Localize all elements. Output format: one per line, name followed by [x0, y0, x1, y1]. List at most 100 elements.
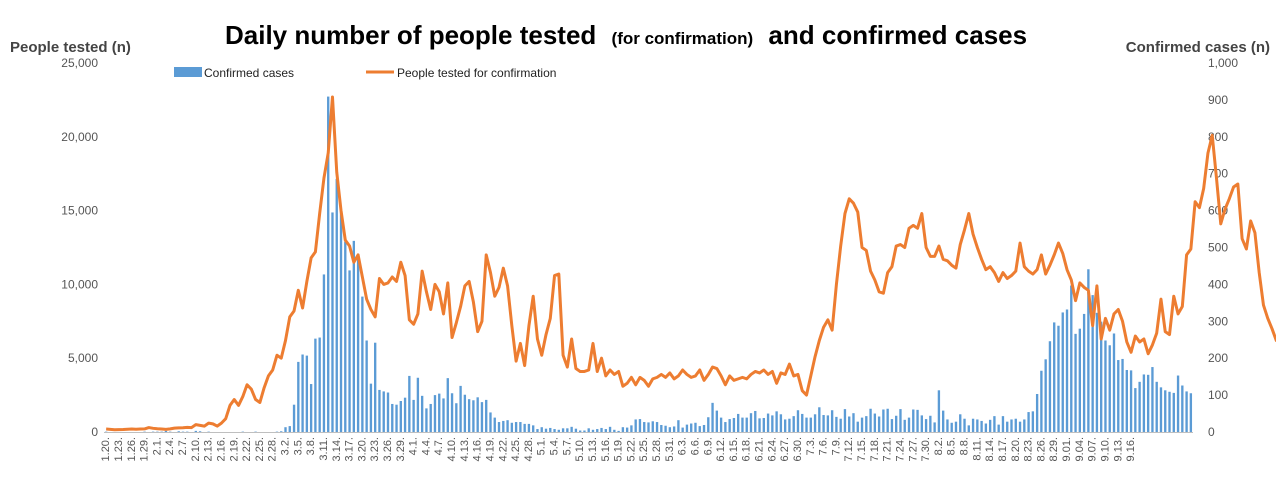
confirmed-cases-bar	[1172, 392, 1175, 432]
confirmed-cases-bar	[1112, 333, 1116, 432]
confirmed-cases-bar	[284, 427, 287, 432]
x-axis-tick-label: 1.20.	[100, 437, 112, 461]
confirmed-cases-bar	[532, 425, 535, 432]
confirmed-cases-bar	[848, 416, 851, 432]
confirmed-cases-bar	[574, 428, 578, 432]
confirmed-cases-bar	[382, 391, 385, 432]
confirmed-cases-bar	[976, 419, 979, 432]
x-axis-tick-label: 6.27.	[779, 437, 791, 461]
confirmed-cases-bar	[660, 424, 663, 432]
x-axis-tick-label: 3.5.	[292, 437, 304, 455]
confirmed-cases-bar	[553, 429, 556, 432]
confirmed-cases-bar	[980, 420, 983, 432]
confirmed-cases-bar	[771, 415, 774, 432]
confirmed-cases-bar	[280, 431, 283, 432]
chart-title-main: Daily number of people tested	[225, 20, 596, 50]
confirmed-cases-bar	[536, 429, 539, 432]
x-axis-tick-label: 8.29.	[1048, 437, 1060, 461]
x-axis-tick-label: 2.25.	[254, 437, 266, 461]
confirmed-cases-bar	[732, 417, 736, 432]
confirmed-cases-bar	[929, 415, 932, 432]
x-axis-tick-label: 5.1.	[536, 437, 548, 455]
confirmed-cases-bar	[352, 240, 355, 432]
confirmed-cases-bar	[647, 422, 650, 432]
confirmed-cases-bar	[937, 390, 941, 432]
confirmed-cases-bar	[301, 354, 304, 432]
x-axis-tick-label: 8.2.	[933, 437, 945, 455]
x-axis-tick-label: 9.10.	[1099, 437, 1111, 461]
confirmed-cases-bar	[459, 385, 462, 433]
confirmed-cases-bar	[1018, 421, 1022, 432]
confirmed-cases-bar	[1146, 374, 1150, 432]
confirmed-cases-bar	[446, 378, 449, 432]
confirmed-cases-bar	[737, 413, 740, 432]
confirmed-cases-bar	[899, 409, 902, 432]
confirmed-cases-bar	[912, 409, 915, 432]
confirmed-cases-bar	[1014, 418, 1017, 432]
confirmed-cases-bar	[634, 419, 637, 432]
confirmed-cases-bar	[1121, 358, 1124, 432]
confirmed-cases-bar	[796, 410, 800, 432]
confirmed-cases-bar	[425, 408, 428, 432]
confirmed-cases-bar	[895, 415, 898, 432]
confirmed-cases-bar	[1061, 312, 1064, 432]
confirmed-cases-bar	[959, 414, 962, 432]
x-axis-tick-label: 1.23.	[113, 437, 125, 461]
confirmed-cases-bar	[954, 421, 958, 432]
x-axis-tick-label: 5.25.	[638, 437, 650, 461]
confirmed-cases-bar	[1164, 390, 1167, 432]
confirmed-cases-bar	[702, 424, 706, 432]
confirmed-cases-bar	[719, 417, 723, 432]
confirmed-cases-bar	[779, 414, 783, 432]
confirmed-cases-bar	[566, 428, 569, 432]
confirmed-cases-bar	[1104, 340, 1107, 432]
confirmed-cases-bar	[561, 428, 565, 432]
confirmed-cases-bar	[438, 393, 441, 432]
confirmed-cases-bar	[365, 340, 368, 432]
confirmed-cases-bar	[198, 431, 202, 432]
x-axis-tick-label: 7.9.	[830, 437, 842, 455]
confirmed-cases-bar	[856, 421, 859, 432]
confirmed-cases-bar	[519, 422, 522, 432]
confirmed-cases-bar	[1053, 322, 1056, 432]
confirmed-cases-bar	[988, 419, 992, 432]
x-axis-tick-label: 3.8.	[305, 437, 317, 455]
confirmed-cases-bar	[783, 419, 787, 432]
confirmed-cases-bar	[638, 419, 642, 432]
confirmed-cases-bar	[809, 417, 812, 432]
confirmed-cases-bar	[361, 296, 364, 432]
left-axis-tick-label: 25,000	[61, 56, 98, 70]
confirmed-cases-bars	[104, 96, 1193, 433]
confirmed-cases-bar	[1057, 325, 1060, 432]
x-axis-tick-label: 5.7.	[561, 437, 573, 455]
confirmed-cases-bar	[711, 402, 714, 432]
x-axis-tick-label: 4.13.	[459, 437, 471, 461]
confirmed-cases-bar	[416, 377, 420, 432]
right-axis-tick-label: 1,000	[1208, 56, 1238, 70]
confirmed-cases-bar	[1176, 375, 1180, 432]
x-axis-tick-label: 2.22.	[241, 437, 253, 461]
x-axis-tick-label: 7.27.	[907, 437, 919, 461]
right-axis-tick-label: 700	[1208, 167, 1228, 181]
confirmed-cases-bar	[839, 418, 842, 432]
confirmed-cases-bar	[608, 426, 612, 432]
right-axis-title: Confirmed cases (n)	[1126, 39, 1270, 56]
confirmed-cases-bar	[1001, 416, 1005, 432]
x-axis-tick-label: 8.14.	[984, 437, 996, 461]
x-axis-tick-label: 8.8.	[959, 437, 971, 455]
x-axis-tick-label: 7.30.	[920, 437, 932, 461]
confirmed-cases-bar	[587, 428, 590, 432]
confirmed-cases-bar	[1065, 309, 1069, 432]
confirmed-cases-bar	[1168, 391, 1171, 432]
confirmed-cases-bar	[493, 417, 496, 432]
confirmed-cases-bar	[514, 422, 518, 432]
confirmed-cases-bar	[869, 408, 872, 432]
confirmed-cases-bar	[830, 410, 834, 432]
x-axis-tick-label: 3.17.	[344, 437, 356, 461]
x-axis-tick-label: 7.3.	[805, 437, 817, 455]
confirmed-cases-bar	[463, 394, 467, 432]
legend-bar-label: Confirmed cases	[204, 66, 294, 80]
x-axis-tick-label: 3.23.	[369, 437, 381, 461]
x-axis-tick-label: 8.23.	[1023, 437, 1035, 461]
confirmed-cases-bar	[497, 422, 501, 432]
